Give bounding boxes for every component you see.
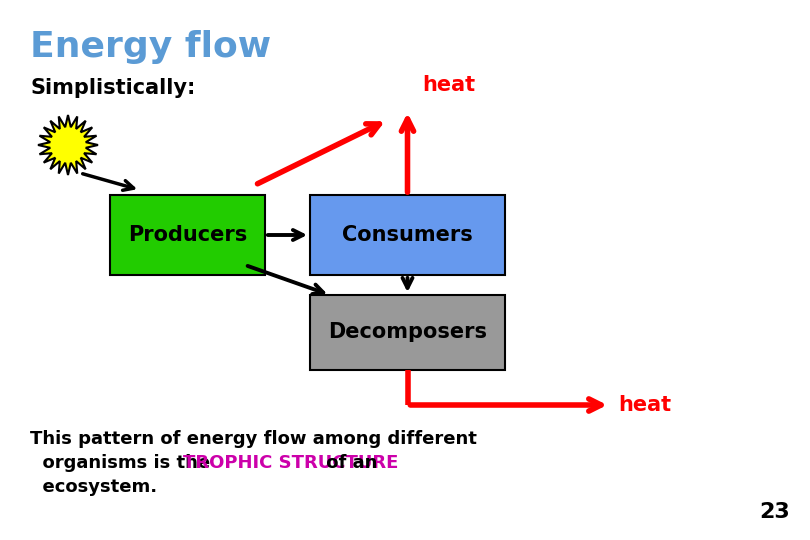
- Text: heat: heat: [618, 395, 671, 415]
- Text: Producers: Producers: [128, 225, 247, 245]
- FancyBboxPatch shape: [310, 195, 505, 275]
- Text: Energy flow: Energy flow: [30, 30, 271, 64]
- Text: organisms is the: organisms is the: [30, 454, 216, 472]
- Text: TROPHIC STRUCTURE: TROPHIC STRUCTURE: [183, 454, 399, 472]
- Text: Simplistically:: Simplistically:: [30, 78, 195, 98]
- Text: 23: 23: [759, 502, 790, 522]
- Polygon shape: [38, 115, 98, 175]
- Text: This pattern of energy flow among different: This pattern of energy flow among differ…: [30, 430, 477, 448]
- FancyBboxPatch shape: [110, 195, 265, 275]
- Text: Decomposers: Decomposers: [328, 322, 487, 342]
- Text: ecosystem.: ecosystem.: [30, 478, 157, 496]
- Text: of an: of an: [320, 454, 377, 472]
- Text: Consumers: Consumers: [342, 225, 473, 245]
- Text: heat: heat: [423, 75, 475, 95]
- FancyBboxPatch shape: [310, 295, 505, 370]
